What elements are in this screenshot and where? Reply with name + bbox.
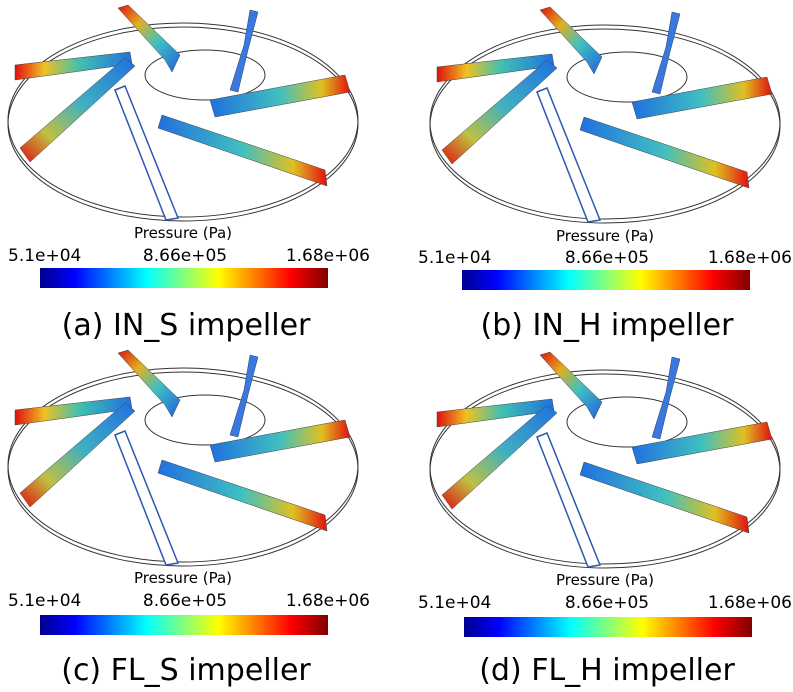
impeller-contour bbox=[7, 4, 359, 222]
panel-b: Pressure (Pa) 5.1e+04 8.66e+05 1.68e+06 … bbox=[418, 6, 792, 343]
colorbar-title: Pressure (Pa) bbox=[556, 571, 654, 589]
colorbar bbox=[464, 617, 752, 637]
colorbar-title: Pressure (Pa) bbox=[134, 224, 232, 242]
colorbar-mid: 8.66e+05 bbox=[143, 591, 227, 611]
colorbar-title: Pressure (Pa) bbox=[134, 569, 232, 587]
impeller-contour bbox=[429, 351, 781, 569]
colorbar bbox=[40, 615, 328, 635]
colorbar-max: 1.68e+06 bbox=[286, 246, 370, 266]
colorbar bbox=[40, 268, 328, 288]
colorbar bbox=[462, 270, 750, 290]
panel-a: Pressure (Pa) 5.1e+04 8.66e+05 1.68e+06 … bbox=[7, 4, 370, 343]
caption: (a) IN_S impeller bbox=[62, 308, 311, 343]
impeller-contour bbox=[429, 6, 781, 224]
panel-d: Pressure (Pa) 5.1e+04 8.66e+05 1.68e+06 … bbox=[418, 351, 792, 688]
panel-c: Pressure (Pa) 5.1e+04 8.66e+05 1.68e+06 … bbox=[7, 349, 370, 688]
colorbar-max: 1.68e+06 bbox=[708, 248, 792, 268]
colorbar-mid: 8.66e+05 bbox=[143, 246, 227, 266]
colorbar-min: 5.1e+04 bbox=[418, 248, 491, 268]
colorbar-min: 5.1e+04 bbox=[418, 593, 491, 613]
colorbar-min: 5.1e+04 bbox=[8, 246, 81, 266]
colorbar-max: 1.68e+06 bbox=[708, 593, 792, 613]
caption: (d) FL_H impeller bbox=[479, 653, 735, 688]
colorbar-max: 1.68e+06 bbox=[286, 591, 370, 611]
caption: (c) FL_S impeller bbox=[61, 653, 311, 688]
impeller-contour bbox=[7, 349, 359, 567]
caption: (b) IN_H impeller bbox=[481, 308, 735, 343]
colorbar-mid: 8.66e+05 bbox=[565, 593, 649, 613]
colorbar-mid: 8.66e+05 bbox=[565, 248, 649, 268]
colorbar-title: Pressure (Pa) bbox=[556, 227, 654, 245]
colorbar-min: 5.1e+04 bbox=[8, 591, 81, 611]
